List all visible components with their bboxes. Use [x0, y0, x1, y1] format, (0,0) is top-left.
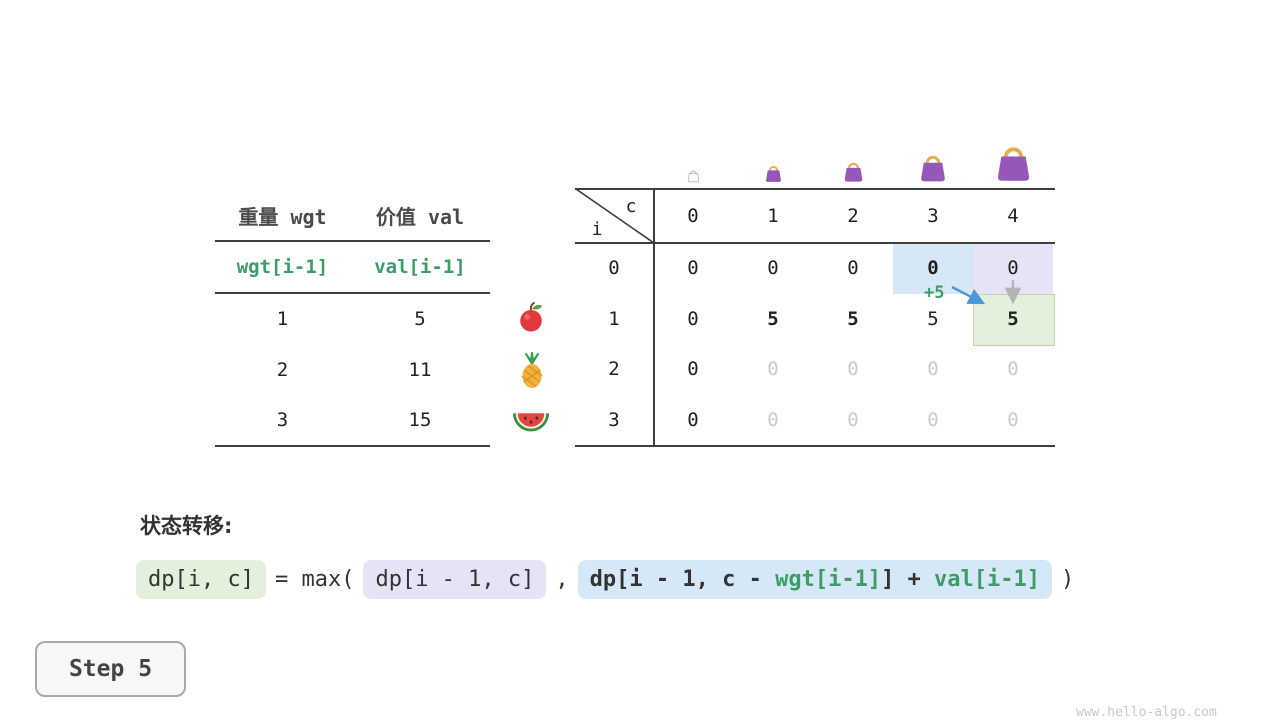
bag-capacity-2-icon: [844, 162, 863, 182]
dp-col-header-2: 2: [847, 205, 859, 227]
dp-col-header-3: 3: [927, 205, 939, 227]
dp-cell-3-1: 0: [767, 408, 779, 431]
corner-label-i: i: [591, 218, 603, 240]
item2-weight: 2: [276, 358, 289, 381]
left-table-header-value: 价值 val: [375, 204, 465, 229]
step-indicator: Step 5: [35, 641, 186, 697]
dp-cell-2-1: 0: [767, 358, 779, 381]
dp-col-header-0: 0: [687, 205, 699, 227]
dp-cell-3-4: 0: [1007, 408, 1019, 431]
left-table-divider: [215, 292, 490, 294]
dp-cell-0-0: 0: [687, 257, 699, 280]
pineapple-icon: [521, 352, 543, 388]
dp-cell-highlight-prev-same: [893, 243, 973, 294]
dp-row-label-1: 1: [608, 307, 620, 330]
dp-cell-0-2: 0: [847, 257, 859, 280]
item1-value: 5: [414, 308, 426, 330]
item1-weight: 1: [276, 308, 289, 330]
bag-capacity-4-icon: [997, 147, 1030, 181]
corner-label-c: c: [625, 195, 637, 217]
take-item-arrow: [951, 285, 986, 305]
left-table-bottom-border: [215, 445, 490, 447]
dp-cell-1-4: 5: [1007, 307, 1019, 330]
bag-capacity-3-icon: [921, 155, 945, 182]
formula-arg-take-part1: dp[i - 1, c -: [589, 567, 776, 592]
dp-row-label-0: 0: [608, 257, 620, 280]
dp-table-bottom-border: [575, 445, 1055, 447]
dp-cell-2-3: 0: [927, 358, 939, 381]
dp-table-top-border: [575, 188, 1055, 190]
formula-arg-take-part3: ] +: [881, 567, 935, 592]
bag-capacity-1-icon: [766, 166, 781, 182]
dp-cell-2-4: 0: [1007, 358, 1019, 381]
bag-capacity-0-icon: [687, 170, 700, 183]
apple-icon: [520, 301, 543, 332]
state-transition-formula: dp[i, c] = max( dp[i - 1, c] , dp[i - 1,…: [136, 560, 1074, 599]
dp-cell-1-0: 0: [687, 307, 699, 330]
dp-cell-0-1: 0: [767, 257, 779, 280]
dp-row-label-2: 2: [608, 358, 620, 381]
val-formula-cell: val[i-1]: [374, 256, 466, 278]
dp-cell-3-2: 0: [847, 408, 859, 431]
state-transition-label: 状态转移:: [140, 514, 233, 538]
formula-arg-take-wgt: wgt[i-1]: [775, 567, 882, 592]
item2-value: 11: [408, 358, 432, 381]
dp-cell-2-0: 0: [687, 358, 699, 381]
dp-cell-1-3: 5: [927, 307, 939, 330]
dp-col-header-4: 4: [1007, 205, 1019, 227]
dp-cell-1-1: 5: [767, 307, 779, 330]
dp-cell-3-3: 0: [927, 408, 939, 431]
wgt-formula-cell: wgt[i-1]: [236, 256, 329, 278]
dp-cell-0-3: 0: [927, 257, 939, 280]
dp-table-vertical-divider: [653, 188, 655, 447]
transition-arrows: [951, 280, 1022, 305]
formula-operator: = max(: [274, 567, 355, 592]
dp-cell-1-2: 5: [847, 307, 859, 330]
formula-close-paren: ): [1061, 567, 1075, 592]
watermelon-icon: [512, 413, 550, 432]
corner-diagonal-line: [576, 189, 654, 243]
left-table-header-weight: 重量 wgt: [238, 204, 327, 229]
dp-cell-3-0: 0: [687, 408, 699, 431]
watermark: www.hello-algo.com: [1076, 705, 1217, 720]
dp-cell-0-4: 0: [1007, 257, 1019, 280]
formula-arg-skip: dp[i - 1, c]: [363, 560, 547, 599]
item3-weight: 3: [276, 409, 289, 431]
left-table-divider: [215, 240, 490, 242]
step-label: Step 5: [68, 656, 153, 682]
plus-value-annotation: +5: [924, 283, 945, 303]
dp-col-header-1: 1: [767, 205, 779, 227]
dp-row-label-3: 3: [608, 408, 620, 431]
dp-table-header-divider: [575, 242, 1055, 244]
formula-lhs: dp[i, c]: [136, 560, 266, 599]
dp-cell-2-2: 0: [847, 358, 859, 381]
formula-arg-take-val: val[i-1]: [934, 567, 1041, 592]
formula-arg-take: dp[i - 1, c - wgt[i-1]] + val[i-1]: [577, 560, 1053, 599]
item3-value: 15: [408, 409, 432, 431]
formula-separator: ,: [555, 567, 569, 592]
